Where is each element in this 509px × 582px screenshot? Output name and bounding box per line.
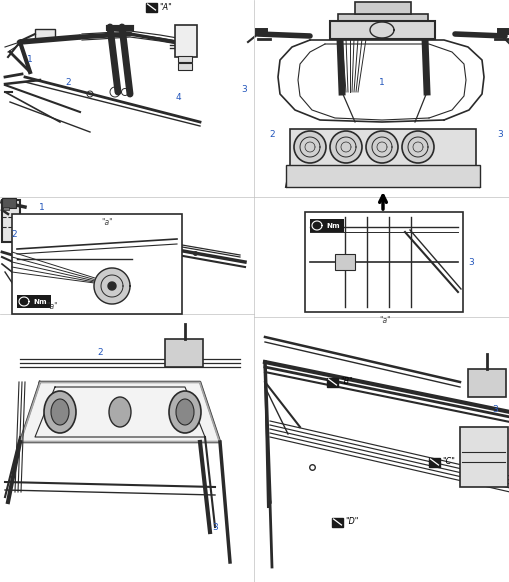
Bar (354, 2, 410, 14)
Polygon shape (20, 382, 219, 442)
Bar (290, 129, 475, 167)
Text: Nm: Nm (326, 222, 339, 229)
Ellipse shape (176, 399, 193, 425)
Bar (165, 339, 203, 367)
Text: 3: 3 (241, 84, 246, 94)
Bar (459, 427, 507, 487)
Bar (3, 207, 9, 210)
Bar (327, 378, 338, 386)
Bar (175, 25, 196, 57)
Bar (286, 165, 479, 187)
Ellipse shape (109, 397, 131, 427)
Bar (35, 29, 55, 39)
Text: "B": "B" (340, 378, 353, 386)
Text: "a": "a" (101, 218, 112, 226)
Polygon shape (94, 268, 130, 304)
Bar (337, 14, 427, 26)
Text: 4: 4 (175, 93, 181, 101)
Polygon shape (312, 221, 321, 230)
Bar (309, 219, 344, 232)
Text: "C": "C" (442, 457, 455, 467)
Bar (467, 369, 505, 397)
Bar (146, 2, 157, 12)
Text: 2: 2 (11, 229, 17, 239)
Text: 3: 3 (496, 130, 502, 139)
Text: 2: 2 (65, 77, 71, 87)
Bar (304, 212, 462, 312)
Bar (332, 517, 343, 527)
Text: 1: 1 (39, 203, 45, 211)
Ellipse shape (51, 399, 69, 425)
Bar (178, 56, 191, 62)
Circle shape (293, 131, 325, 163)
Bar (178, 63, 191, 70)
Text: "D": "D" (345, 517, 358, 527)
Circle shape (329, 131, 361, 163)
Polygon shape (108, 282, 116, 290)
Text: "a": "a" (379, 315, 390, 325)
Bar (329, 21, 434, 39)
Bar (12, 214, 182, 314)
Text: 1: 1 (378, 77, 384, 87)
Text: 3: 3 (212, 523, 217, 531)
Text: 3: 3 (491, 406, 497, 414)
Text: 3: 3 (467, 257, 473, 267)
Ellipse shape (44, 391, 76, 433)
Bar (2, 198, 16, 208)
Polygon shape (19, 297, 29, 306)
Bar (429, 457, 440, 467)
Text: 2: 2 (269, 130, 274, 139)
Text: "A": "A" (159, 2, 172, 12)
Bar (2, 200, 20, 242)
Text: Nm: Nm (33, 299, 47, 304)
Circle shape (365, 131, 397, 163)
Bar (17, 295, 51, 308)
Circle shape (401, 131, 433, 163)
Ellipse shape (168, 391, 201, 433)
Text: 1: 1 (27, 55, 33, 63)
Text: 2: 2 (97, 347, 103, 357)
Bar (334, 254, 354, 270)
Text: "a": "a" (46, 301, 58, 311)
